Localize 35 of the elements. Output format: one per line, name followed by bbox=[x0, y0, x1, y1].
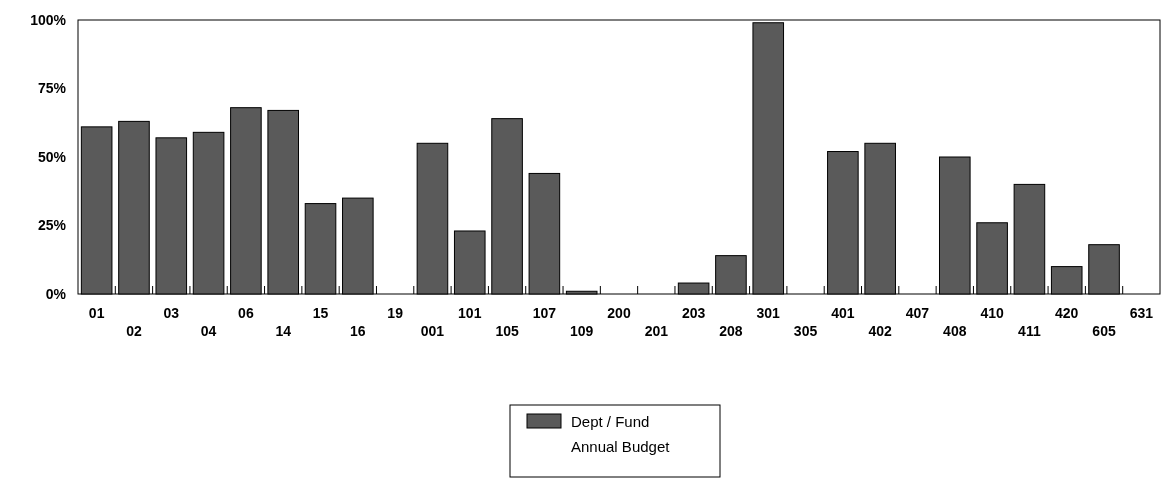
y-tick-label: 25% bbox=[37, 217, 67, 234]
x-tick-label: 105 bbox=[495, 323, 519, 339]
x-tick-label: 305 bbox=[793, 323, 818, 339]
x-tick-label: 16 bbox=[350, 323, 366, 339]
x-tick-label: 01 bbox=[88, 305, 105, 321]
x-tick-label: 301 bbox=[756, 305, 781, 321]
x-tick-label: 15 bbox=[312, 305, 329, 321]
x-tick-label: 201 bbox=[644, 323, 669, 339]
x-tick-label: 208 bbox=[719, 323, 743, 339]
x-tick-label: 04 bbox=[200, 323, 217, 339]
x-tick-label: 407 bbox=[905, 305, 930, 321]
y-tick-label: 50% bbox=[37, 148, 67, 165]
x-tick-label: 401 bbox=[831, 305, 855, 321]
x-tick-label: 631 bbox=[1129, 305, 1154, 321]
x-tick-label: 14 bbox=[275, 323, 292, 339]
x-tick-label: 107 bbox=[532, 305, 557, 321]
y-tick-label: 100% bbox=[30, 11, 67, 28]
y-tick-label: 0% bbox=[45, 285, 67, 302]
x-tick-label: 410 bbox=[980, 305, 1004, 321]
x-tick-label: 03 bbox=[163, 305, 180, 321]
x-tick-label: 402 bbox=[868, 323, 893, 339]
x-tick-label: 605 bbox=[1092, 323, 1116, 339]
x-tick-label: 19 bbox=[387, 305, 404, 321]
x-tick-label: 408 bbox=[943, 323, 967, 339]
x-tick-label: 02 bbox=[126, 323, 142, 339]
legend-label: Dept / Fund Annual Budget bbox=[571, 413, 671, 455]
x-tick-label: 200 bbox=[607, 305, 631, 321]
x-tick-label: 411 bbox=[1018, 323, 1041, 339]
x-tick-label: 203 bbox=[681, 305, 706, 321]
x-tick-label: 101 bbox=[458, 305, 482, 321]
x-tick-label: 001 bbox=[420, 323, 445, 339]
x-tick-label: 109 bbox=[570, 323, 594, 339]
x-tick-label: 06 bbox=[238, 305, 254, 321]
x-tick-label: 420 bbox=[1055, 305, 1079, 321]
y-tick-label: 75% bbox=[37, 80, 67, 97]
